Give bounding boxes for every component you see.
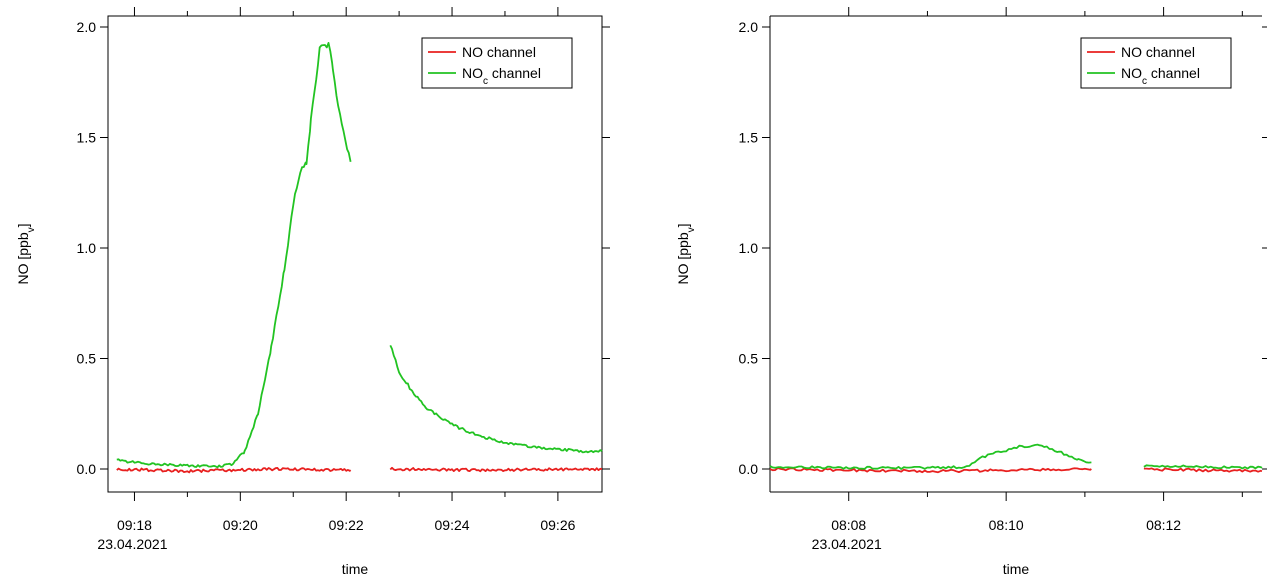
plot-frame <box>107 15 603 493</box>
series-line-noc-channel-segment-1 <box>769 443 1092 470</box>
series-line-no-channel-segment-1 <box>769 467 1092 474</box>
x-tick-label: 08:10 <box>989 517 1024 533</box>
legend-label: NOc channel <box>1121 65 1200 87</box>
legend: NO channel NOc channel <box>421 37 573 89</box>
x-tick-label: 08:12 <box>1146 517 1181 533</box>
date-label: 23.04.2021 <box>812 536 882 552</box>
y-tick-label: 0.0 <box>739 461 759 477</box>
x-tick-label: 09:24 <box>435 517 470 533</box>
x-axis-title: time <box>342 561 369 575</box>
y-tick-label: 0.5 <box>77 351 97 367</box>
chart-panel-1: 0.0 0.5 1.0 1.5 2.0 09:18 09:20 09:22 09:24 09:26… <box>15 7 610 575</box>
y-tick-label: 1.5 <box>739 130 759 146</box>
x-axis-title: time <box>1003 561 1030 575</box>
y-axis-title: NO [ppbv] <box>15 223 37 284</box>
legend: NO channel NOc channel <box>1080 37 1232 89</box>
series-line-noc-channel-segment-1 <box>116 42 352 469</box>
series-line-no-channel-segment-2 <box>389 466 603 473</box>
y-axis-title: NO [ppbv] <box>675 223 697 284</box>
x-tick-label: 09:20 <box>223 517 258 533</box>
y-tick-label: 2.0 <box>77 19 97 35</box>
series-line-no-channel-segment-2 <box>1143 467 1263 473</box>
y-tick-label: 1.0 <box>739 240 759 256</box>
x-tick-label: 09:18 <box>117 517 152 533</box>
y-tick-label: 1.0 <box>77 240 97 256</box>
legend-label: NO channel <box>462 44 536 60</box>
legend-label: NO channel <box>1121 44 1195 60</box>
legend-label: NOc channel <box>462 65 541 87</box>
y-tick-label: 0.0 <box>77 461 97 477</box>
date-label: 23.04.2021 <box>97 536 167 552</box>
y-tick-label: 1.5 <box>77 130 97 146</box>
series-line-no-channel-segment-1 <box>116 467 352 474</box>
x-tick-label: 09:22 <box>329 517 364 533</box>
legend-box <box>1080 37 1232 89</box>
legend-box <box>421 37 573 89</box>
chart-panel-2: 0.0 0.5 1.0 1.5 2.0 08:08 08:10 08:12 23.04.2021… <box>675 7 1267 575</box>
y-tick-label: 0.5 <box>739 351 759 367</box>
x-tick-label: 08:08 <box>831 517 866 533</box>
series-line-noc-channel-segment-2 <box>389 345 603 454</box>
series-line-noc-channel-segment-2 <box>1143 464 1263 470</box>
x-tick-label: 09:26 <box>540 517 575 533</box>
y-tick-label: 2.0 <box>739 19 759 35</box>
